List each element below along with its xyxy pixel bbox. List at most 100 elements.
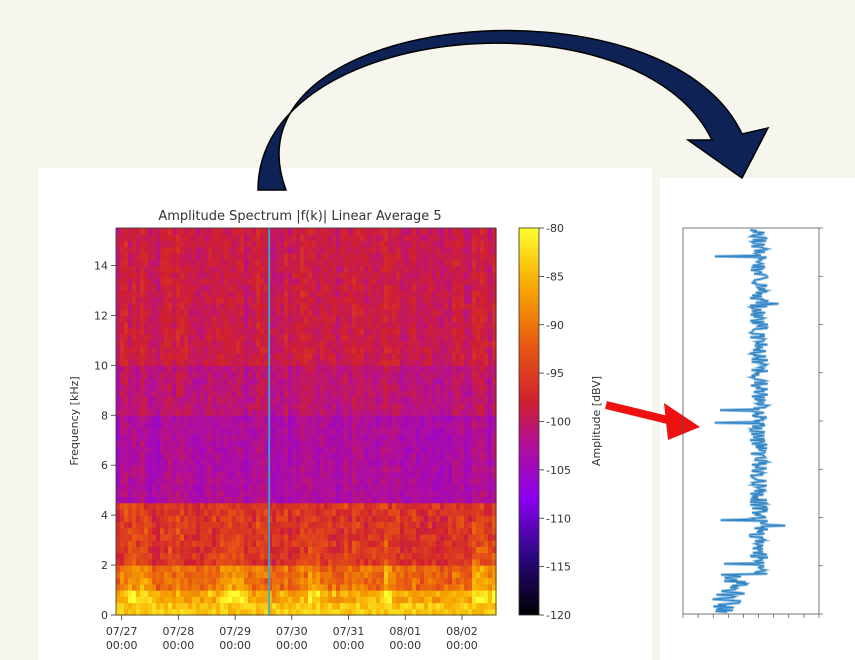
heat-cell (124, 565, 129, 572)
heat-cell (332, 577, 337, 585)
heat-cell (320, 277, 325, 285)
heat-cell (428, 571, 433, 579)
heat-cell (268, 409, 273, 416)
heat-cell (364, 315, 369, 323)
heat-cell (256, 515, 261, 522)
heat-cell (208, 421, 213, 429)
heat-cell (132, 540, 137, 547)
heat-cell (388, 409, 393, 416)
heat-cell (340, 452, 345, 460)
heat-cell (312, 452, 317, 460)
heat-cell (348, 583, 353, 591)
heat-cell (176, 390, 181, 398)
heat-cell (160, 252, 165, 260)
heat-cell (408, 496, 413, 504)
heat-cell (272, 327, 277, 335)
heat-cell (376, 565, 381, 572)
heat-cell (280, 583, 285, 591)
heat-cell (188, 502, 193, 510)
heat-cell (232, 433, 237, 441)
heat-cell (176, 540, 181, 547)
heat-cell (384, 552, 389, 560)
heat-cell (324, 433, 329, 441)
heat-cell (156, 409, 161, 416)
heat-cell (260, 458, 265, 466)
heat-cell (224, 309, 229, 316)
heat-cell (376, 471, 381, 479)
heat-cell (300, 502, 305, 510)
heat-cell (168, 427, 173, 435)
heat-cell (412, 327, 417, 335)
heat-cell (140, 540, 145, 547)
heat-cell (272, 252, 277, 260)
heat-cell (324, 458, 329, 466)
heat-cell (380, 409, 385, 416)
heat-cell (244, 265, 249, 273)
heat-cell (272, 277, 277, 285)
heat-cell (172, 421, 177, 429)
heat-cell (300, 371, 305, 379)
heat-cell (288, 396, 293, 404)
heat-cell (212, 577, 217, 585)
heat-cell (192, 508, 197, 516)
heat-cell (268, 290, 273, 298)
heat-cell (160, 415, 165, 423)
heat-cell (212, 508, 217, 516)
heat-cell (184, 321, 189, 329)
heat-cell (292, 577, 297, 585)
heat-cell (212, 302, 217, 310)
heat-cell (436, 446, 441, 454)
heat-cell (220, 402, 225, 410)
heat-cell (428, 284, 433, 292)
heat-cell (240, 515, 245, 522)
heat-cell (388, 321, 393, 329)
heat-cell (276, 409, 281, 416)
heat-cell (280, 409, 285, 416)
heat-cell (252, 496, 257, 504)
heat-cell (228, 359, 233, 366)
heat-cell (176, 565, 181, 572)
heat-cell (168, 359, 173, 366)
heat-cell (280, 558, 285, 566)
heat-cell (336, 546, 341, 554)
heat-cell (180, 290, 185, 298)
heat-cell (116, 602, 121, 610)
heat-cell (152, 271, 157, 279)
heat-cell (292, 490, 297, 497)
heat-cell (384, 596, 389, 604)
heat-cell (280, 296, 285, 304)
heat-cell (328, 577, 333, 585)
heat-cell (168, 590, 173, 597)
heat-cell (128, 346, 133, 354)
heat-cell (120, 252, 125, 260)
heat-cell (324, 527, 329, 535)
heat-cell (400, 377, 405, 385)
heat-cell (132, 546, 137, 554)
heat-cell (332, 409, 337, 416)
heat-cell (400, 490, 405, 497)
heat-cell (308, 390, 313, 398)
heat-cell (428, 228, 433, 235)
heat-cell (392, 540, 397, 547)
heat-cell (368, 246, 373, 254)
heat-cell (136, 352, 141, 360)
heat-cell (304, 446, 309, 454)
heat-cell (160, 384, 165, 391)
heat-cell (124, 277, 129, 285)
heat-cell (392, 352, 397, 360)
heat-cell (252, 377, 257, 385)
heat-cell (368, 590, 373, 597)
heat-cell (144, 508, 149, 516)
heat-cell (312, 365, 317, 373)
heat-cell (292, 452, 297, 460)
heat-cell (120, 390, 125, 398)
heat-cell (376, 533, 381, 541)
heat-cell (360, 315, 365, 323)
heat-cell (392, 583, 397, 591)
heat-cell (216, 558, 221, 566)
heat-cell (244, 565, 249, 572)
heat-cell (184, 596, 189, 604)
heat-cell (284, 508, 289, 516)
heat-cell (272, 477, 277, 485)
heat-cell (408, 452, 413, 460)
